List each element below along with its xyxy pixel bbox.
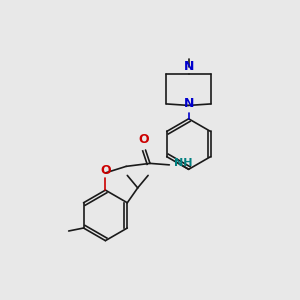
Text: N: N [184, 98, 194, 110]
Text: O: O [139, 134, 149, 146]
Text: NH: NH [174, 158, 192, 168]
Text: N: N [184, 60, 194, 73]
Text: O: O [100, 164, 111, 177]
